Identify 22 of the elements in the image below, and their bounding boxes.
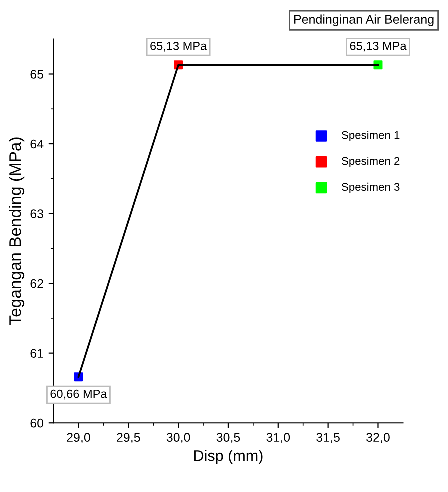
- legend-label: Spesimen 1: [342, 131, 400, 142]
- y-tick-label: 62: [30, 279, 44, 288]
- y-tick-label: 61: [30, 349, 44, 358]
- chart-title: Pendinginan Air Belerang: [294, 14, 434, 26]
- x-tick-label: 29,5: [117, 433, 140, 444]
- y-tick-label: 60: [30, 418, 44, 428]
- x-tick-label: 32,0: [366, 433, 390, 444]
- data-label: 65,13 MPa: [150, 42, 208, 52]
- x-tick-label: 31,5: [316, 433, 340, 444]
- legend-label: Spesimen 2: [342, 156, 400, 168]
- x-tick-label: 31,0: [266, 433, 290, 444]
- data-label: 60,66 MPa: [50, 390, 108, 400]
- y-tick-label: 63: [30, 210, 44, 218]
- data-label: 65,13 MPa: [350, 42, 407, 52]
- y-axis-title: Tegangan Bending (MPa): [9, 138, 25, 326]
- x-axis-title: Disp (mm): [194, 450, 263, 464]
- y-tick-label: 65: [30, 70, 44, 79]
- x-tick-label: 29,0: [67, 433, 90, 444]
- x-tick-label: 30,0: [166, 433, 190, 444]
- y-tick-label: 64: [30, 140, 44, 149]
- legend-label: Spesimen 3: [342, 182, 400, 194]
- x-tick-label: 30,5: [216, 433, 240, 444]
